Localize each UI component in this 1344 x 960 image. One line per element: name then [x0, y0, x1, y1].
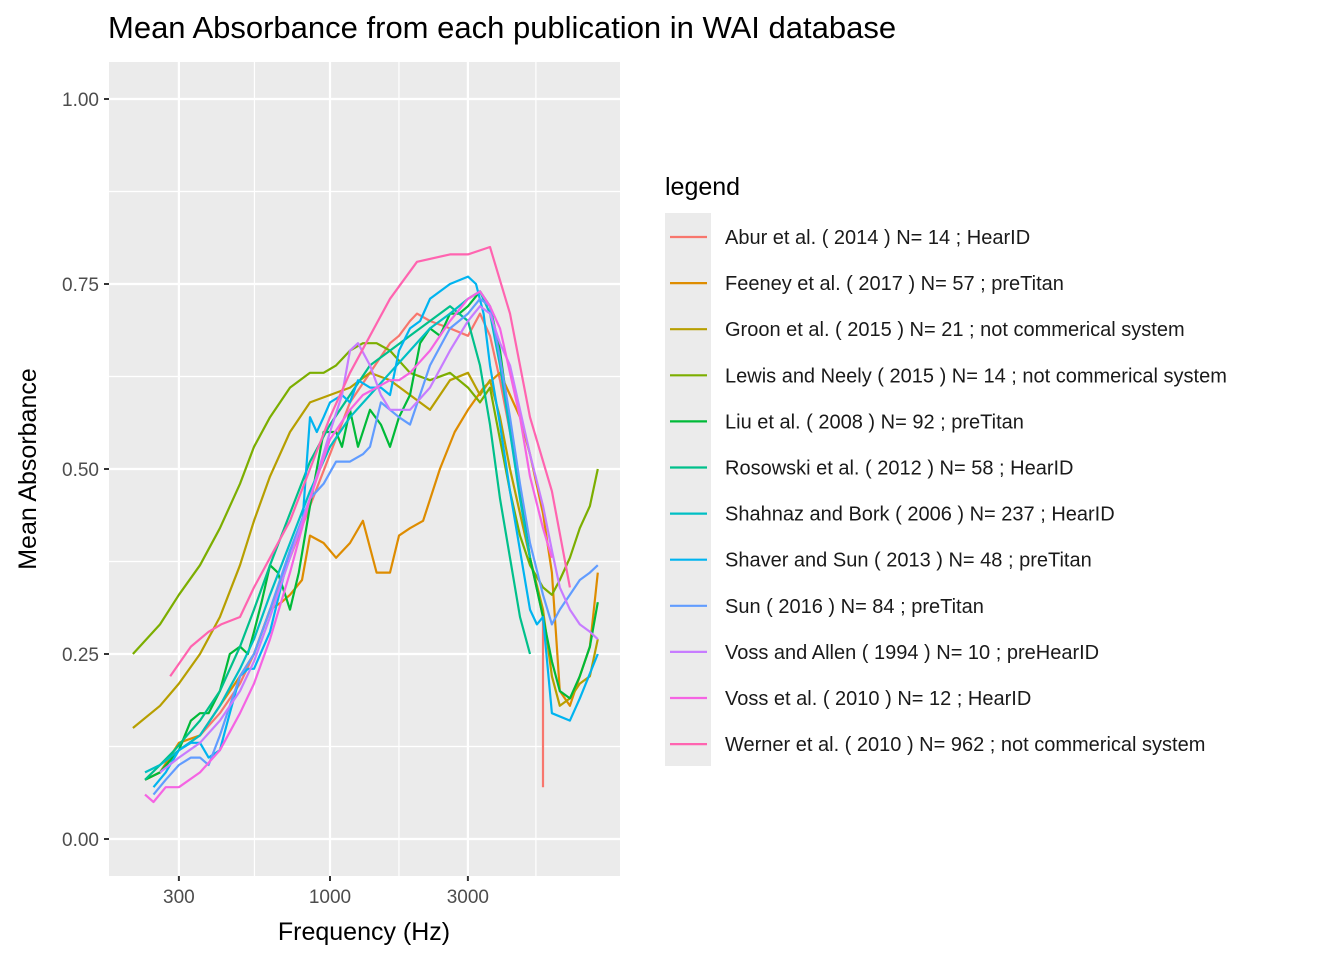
y-tick-label: 0.00: [62, 830, 99, 851]
y-axis: 0.00 0.25 0.50 0.75 1.00: [62, 90, 109, 851]
series-line-12: [169, 245, 571, 677]
legend-label: Lewis and Neely ( 2015 ) N= 14 ; not com…: [725, 365, 1227, 387]
x-axis: 300 1000 3000: [163, 876, 489, 908]
x-tick-label: 3000: [447, 887, 489, 908]
legend-label: Voss and Allen ( 1994 ) N= 10 ; preHearI…: [725, 642, 1099, 664]
legend: legend Abur et al. ( 2014 ) N= 14 ; Hear…: [665, 173, 1227, 766]
series-line-8: [152, 275, 599, 788]
series-line-7: [144, 290, 532, 774]
series-line-11: [144, 290, 553, 804]
y-tick-label: 1.00: [62, 90, 99, 111]
x-axis-title: Frequency (Hz): [278, 918, 450, 946]
legend-label: Liu et al. ( 2008 ) N= 92 ; preTitan: [725, 411, 1024, 433]
legend-label: Feeney et al. ( 2017 ) N= 57 ; preTitan: [725, 273, 1064, 295]
y-tick-label: 0.50: [62, 460, 99, 481]
legend-label: Werner et al. ( 2010 ) N= 962 ; not comm…: [725, 734, 1205, 756]
chart-title: Mean Absorbance from each publication in…: [108, 10, 896, 45]
y-axis-title: Mean Absorbance: [14, 368, 42, 570]
legend-label: Shahnaz and Bork ( 2006 ) N= 237 ; HearI…: [725, 504, 1115, 526]
series-line-10: [159, 305, 599, 774]
legend-label: Groon et al. ( 2015 ) N= 21 ; not commer…: [725, 319, 1185, 341]
legend-label: Rosowski et al. ( 2012 ) N= 58 ; HearID: [725, 458, 1073, 480]
series-layer: [132, 245, 599, 804]
legend-label: Voss et al. ( 2010 ) N= 12 ; HearID: [725, 688, 1031, 710]
series-line-3: [132, 371, 599, 729]
legend-label: Sun ( 2016 ) N= 84 ; preTitan: [725, 596, 984, 618]
major-gridlines: [109, 62, 620, 876]
legend-label: Abur et al. ( 2014 ) N= 14 ; HearID: [725, 227, 1030, 249]
legend-label: Shaver and Sun ( 2013 ) N= 48 ; preTitan: [725, 550, 1092, 572]
series-line-6: [144, 305, 532, 781]
series-line-9: [152, 297, 599, 796]
x-tick-label: 300: [163, 887, 195, 908]
y-tick-label: 0.75: [62, 275, 99, 296]
legend-title: legend: [665, 173, 740, 201]
x-tick-label: 1000: [309, 887, 351, 908]
y-tick-label: 0.25: [62, 645, 99, 666]
legend-key-background: [665, 213, 711, 766]
